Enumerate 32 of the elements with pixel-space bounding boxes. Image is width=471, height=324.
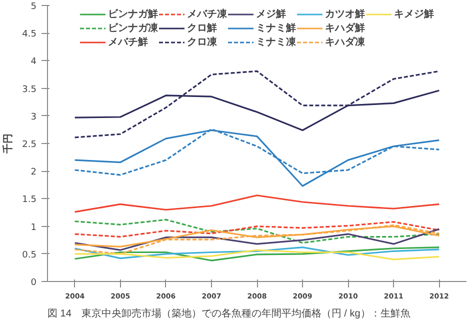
legend-label: キハダ凍	[325, 36, 365, 49]
legend-label: ビンナガ凍	[108, 22, 158, 35]
legend-label: キハダ鮮	[325, 22, 365, 35]
y-tick-label: 3.5	[22, 84, 37, 95]
y-axis-title: 千円	[2, 134, 14, 154]
y-tick-label: 4.5	[22, 30, 37, 40]
y-tick-label: 1.5	[22, 195, 37, 206]
line-series	[74, 218, 440, 244]
legend-label: カツオ鮮	[325, 8, 365, 21]
y-tick-label: 3	[30, 112, 37, 122]
line-series	[74, 221, 440, 238]
legend-label: メバチ凍	[187, 8, 227, 21]
legend-label: メバチ鮮	[108, 36, 148, 49]
legend-label: メジ鮮	[256, 8, 286, 21]
y-tick-label: 1	[30, 222, 37, 233]
line-series	[74, 249, 440, 260]
legend-label: ビンナガ鮮	[108, 8, 158, 21]
legend-label: キメジ鮮	[394, 8, 434, 21]
line-series	[74, 194, 440, 213]
legend-label: ミナミ凍	[256, 36, 296, 49]
y-tick-label: 4	[30, 57, 37, 68]
legend-label: クロ鮮	[187, 22, 217, 35]
y-tick-label: 5	[30, 2, 37, 12]
y-tick-label: 2	[30, 168, 37, 178]
y-tick-label: 0	[30, 278, 37, 288]
caption: 図 14 東京中央卸売市場（築地）での各魚種の年間平均価格（円 / kg）：生鮮魚	[48, 308, 410, 320]
line-series	[74, 129, 440, 187]
line-series	[74, 70, 440, 138]
y-tick-label: 2.5	[22, 140, 37, 150]
y-tick-label: 0.5	[22, 250, 37, 260]
legend-label: ミナミ鮮	[256, 22, 296, 35]
legend-label: クロ凍	[187, 36, 217, 49]
